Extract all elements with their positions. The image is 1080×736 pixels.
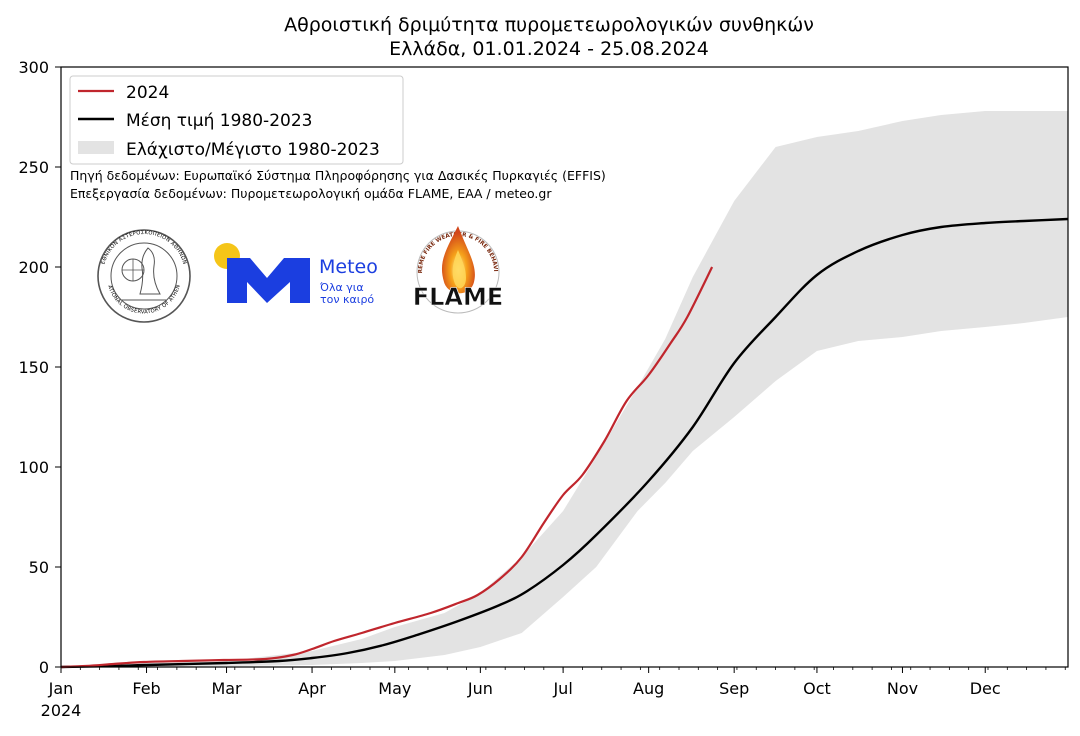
source-note: Πηγή δεδομένων: Ευρωπαϊκό Σύστημα Πληροφ… (70, 168, 606, 183)
chart-title: Αθροιστική δριμύτητα πυρομετεωρολογικών … (284, 14, 814, 36)
x-tick-label: Sep (719, 679, 749, 698)
legend-label-2024: 2024 (126, 83, 169, 103)
flame-brand-name: FLAME (413, 283, 504, 311)
chart-subtitle: Ελλάδα, 01.01.2024 - 25.08.2024 (389, 38, 709, 60)
x-tick-label: Jul (552, 679, 572, 698)
meteo-tagline-2: τον καιρό (320, 293, 374, 306)
y-tick-label: 100 (18, 458, 49, 477)
legend-label-band: Ελάχιστο/Μέγιστο 1980-2023 (126, 140, 380, 160)
min-max-band (61, 111, 1068, 667)
x-tick-label: Feb (132, 679, 160, 698)
y-tick-label: 150 (18, 358, 49, 377)
x-tick-label: Oct (803, 679, 831, 698)
plot-area (60, 111, 1069, 669)
x-tick-label: Mar (211, 679, 242, 698)
y-tick-label: 200 (18, 258, 49, 277)
meteo-tagline-1: Όλα για (319, 281, 364, 294)
x-tick-label: Aug (633, 679, 664, 698)
x-tick-label: May (378, 679, 411, 698)
series-line-2024 (60, 266, 714, 669)
processing-note: Επεξεργασία δεδομένων: Πυρομετεωρολογική… (70, 186, 552, 201)
meteo-logo: Meteo Όλα για τον καιρό (214, 243, 378, 306)
meteo-brand-name: Meteo (319, 256, 378, 278)
legend-label-mean: Μέση τιμή 1980-2023 (126, 111, 312, 131)
x-year-label: 2024 (41, 701, 82, 720)
x-tick-label: Nov (887, 679, 918, 698)
y-tick-label: 300 (18, 58, 49, 77)
meteo-m-mark (227, 258, 310, 303)
y-tick-label: 250 (18, 158, 49, 177)
legend-box (69, 75, 404, 165)
legend-swatch-band (78, 141, 114, 154)
x-tick-label: Apr (298, 679, 326, 698)
x-tick-label: Jan (48, 679, 74, 698)
y-tick-label: 0 (39, 658, 49, 677)
x-tick-label: Jun (467, 679, 493, 698)
y-tick-label: 50 (29, 558, 49, 577)
series-line-mean (60, 217, 1069, 669)
axis-ticks: 0 50 100 150 200 250 300 Jan Feb Mar Apr May Jun Jul A… (18, 58, 1066, 698)
legend: 2024 Μέση τιμή 1980-2023 Ελάχιστο/Μέγιστ… (69, 75, 404, 165)
x-tick-label: Dec (970, 679, 1001, 698)
